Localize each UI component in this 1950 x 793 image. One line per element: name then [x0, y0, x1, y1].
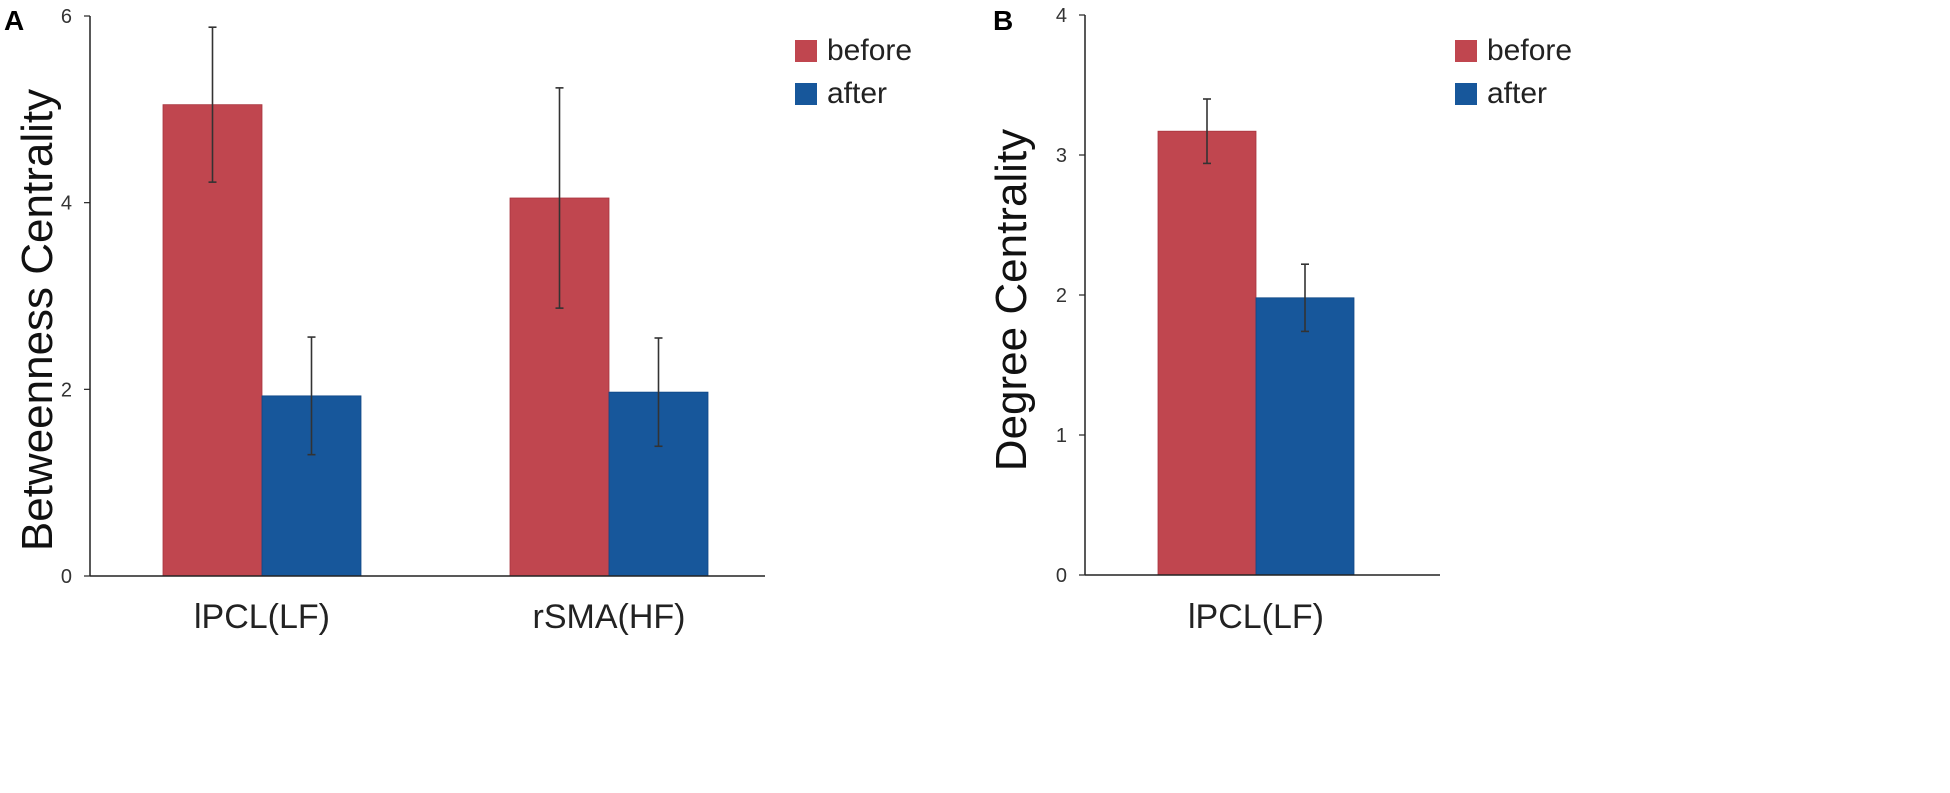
- legend-item-after: after: [1455, 77, 1547, 110]
- y-tick-label: 0: [61, 566, 72, 588]
- legend-item-before: before: [795, 34, 912, 67]
- panel-a-error-bars: [208, 26, 663, 456]
- y-tick-label: 2: [61, 379, 72, 401]
- panel-b-error-bars: [1203, 98, 1309, 333]
- panel-b: B Degree Centrality 0 1 2 3 4 lPCL(LF) befor…: [987, 5, 1572, 636]
- panel-a-legend: before after: [795, 34, 912, 110]
- legend-swatch-after: [1455, 83, 1477, 105]
- y-tick-label: 6: [61, 6, 72, 28]
- legend-swatch-after: [795, 83, 817, 105]
- panel-b-bars: [1157, 130, 1355, 576]
- panel-a: A Betweenness Centrality 0 2 4 6 lPCL(LF) rS…: [4, 5, 912, 636]
- legend-label-after: after: [827, 77, 887, 110]
- error-bar-before: [555, 87, 564, 309]
- panel-a-y-ticks: 0 2 4 6: [61, 6, 90, 588]
- error-bar-after: [307, 336, 316, 456]
- error-bar-before: [208, 26, 217, 183]
- legend-swatch-before: [795, 40, 817, 62]
- legend-label-before: before: [827, 34, 912, 67]
- legend-label-before: before: [1487, 34, 1572, 67]
- bar-after: [1255, 297, 1355, 576]
- panel-a-x-tick-labels: lPCL(LF) rSMA(HF): [194, 598, 686, 636]
- panel-b-x-tick-labels: lPCL(LF): [1188, 598, 1324, 636]
- panel-b-label: B: [993, 5, 1013, 36]
- panel-b-y-axis-label: Degree Centrality: [987, 129, 1036, 471]
- x-tick-label: rSMA(HF): [533, 598, 686, 636]
- x-tick-label: lPCL(LF): [194, 598, 330, 636]
- legend-item-after: after: [795, 77, 887, 110]
- error-bar-before: [1203, 98, 1211, 165]
- bar-before: [162, 104, 263, 577]
- legend-label-after: after: [1487, 77, 1547, 110]
- y-tick-label: 2: [1056, 285, 1067, 307]
- error-bar-after: [1301, 263, 1309, 333]
- y-tick-label: 0: [1056, 565, 1067, 587]
- bar-before: [1157, 130, 1257, 576]
- y-tick-label: 4: [1056, 5, 1067, 27]
- panel-a-bars: [162, 104, 709, 577]
- legend-item-before: before: [1455, 34, 1572, 67]
- legend-swatch-before: [1455, 40, 1477, 62]
- panel-b-legend: before after: [1455, 34, 1572, 110]
- panel-a-label: A: [4, 5, 24, 36]
- panel-b-y-ticks: 0 1 2 3 4: [1056, 5, 1085, 587]
- panel-a-y-axis-label: Betweenness Centrality: [13, 89, 62, 551]
- error-bar-after: [654, 337, 663, 448]
- y-tick-label: 3: [1056, 145, 1067, 167]
- y-tick-label: 1: [1056, 425, 1067, 447]
- y-tick-label: 4: [61, 193, 72, 215]
- x-tick-label: lPCL(LF): [1188, 598, 1324, 636]
